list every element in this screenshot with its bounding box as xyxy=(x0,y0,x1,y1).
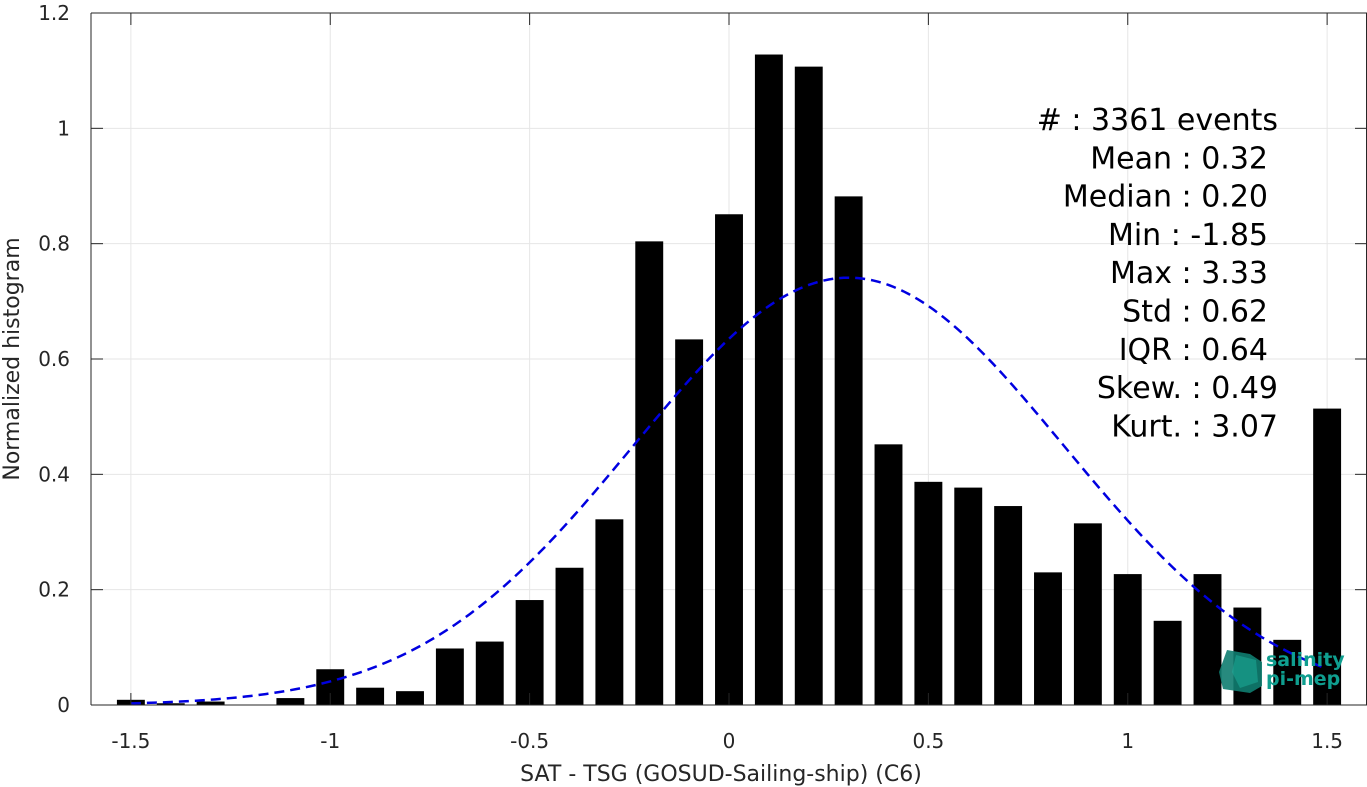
histogram-bar-22 xyxy=(994,506,1023,705)
histogram-bar-17 xyxy=(794,66,823,705)
histogram-bar-9 xyxy=(475,641,504,705)
x-tick-label-6: 1.5 xyxy=(1311,729,1343,753)
x-tick-labels: -1.5 -1 -0.5 0 0.5 1 1.5 xyxy=(111,729,1343,753)
histogram-bar-19 xyxy=(874,444,903,705)
normal-fit-curve xyxy=(130,276,1328,705)
histogram-bar-25 xyxy=(1113,574,1142,705)
histogram-bar-26 xyxy=(1153,620,1182,705)
y-tick-label-1: 0.2 xyxy=(38,578,70,602)
histogram-bar-14 xyxy=(675,339,704,705)
histogram-bar-4 xyxy=(276,698,305,705)
x-tick-label-4: 0.5 xyxy=(912,729,944,753)
histogram-bar-12 xyxy=(595,519,624,705)
histogram-bar-18 xyxy=(834,196,863,705)
logo-mark-icon xyxy=(1219,650,1262,693)
histogram-bar-15 xyxy=(715,214,743,706)
stat-line-3: Min : -1.85 xyxy=(1108,218,1268,253)
y-tick-label-3: 0.6 xyxy=(38,347,70,371)
histogram-bar-6 xyxy=(356,687,385,705)
x-tick-label-0: -1.5 xyxy=(111,729,150,753)
stat-line-4: Max : 3.33 xyxy=(1110,256,1268,291)
histogram-bar-11 xyxy=(555,567,584,705)
x-tick-label-5: 1 xyxy=(1121,729,1134,753)
x-tick-label-3: 0 xyxy=(723,729,736,753)
histogram-bar-2 xyxy=(196,701,225,705)
histogram-bar-20 xyxy=(914,481,943,705)
y-tick-label-0: 0 xyxy=(57,693,70,717)
y-tick-label-5: 1 xyxy=(57,116,70,140)
salinity-pimep-logo: salinity pi-mep xyxy=(1219,649,1345,693)
stat-line-0: # : 3361 events xyxy=(1037,103,1278,138)
logo-mark-highlight-icon xyxy=(1232,655,1258,688)
stat-line-2: Median : 0.20 xyxy=(1063,180,1268,215)
y-tick-label-4: 0.8 xyxy=(38,232,70,256)
histogram-bar-16 xyxy=(754,54,783,705)
stat-line-1: Mean : 0.32 xyxy=(1090,141,1268,176)
histogram-bar-23 xyxy=(1034,572,1062,705)
x-tick-label-2: -0.5 xyxy=(510,729,549,753)
histogram-bar-8 xyxy=(435,648,464,705)
histogram-bar-27 xyxy=(1193,574,1222,705)
histogram-bar-13 xyxy=(635,241,664,706)
y-axis-label: Normalized histogram xyxy=(0,237,25,480)
histogram-bars xyxy=(116,54,1342,706)
stat-line-7: Skew. : 0.49 xyxy=(1097,371,1278,406)
histogram-bar-21 xyxy=(954,487,983,705)
y-tick-labels: 0 0.2 0.4 0.6 0.8 1 1.2 xyxy=(38,1,70,717)
stat-line-6: IQR : 0.64 xyxy=(1119,333,1268,368)
x-tick-label-1: -1 xyxy=(320,729,340,753)
x-axis-label: SAT - TSG (GOSUD-Sailing-ship) (C6) xyxy=(520,762,922,787)
histogram-bar-24 xyxy=(1073,523,1102,705)
stat-line-5: Std : 0.62 xyxy=(1122,295,1268,330)
normal-fit-line xyxy=(130,276,1328,705)
histogram-bar-10 xyxy=(515,600,544,705)
y-tick-label-6: 1.2 xyxy=(38,1,70,25)
histogram-bar-30 xyxy=(1313,408,1342,705)
logo-line1: salinity xyxy=(1266,649,1345,671)
histogram-bar-1 xyxy=(156,703,185,705)
y-tick-label-2: 0.4 xyxy=(38,462,70,486)
logo-line2: pi-mep xyxy=(1266,668,1340,690)
stat-line-8: Kurt. : 3.07 xyxy=(1111,409,1278,444)
histogram-bar-7 xyxy=(396,691,424,705)
